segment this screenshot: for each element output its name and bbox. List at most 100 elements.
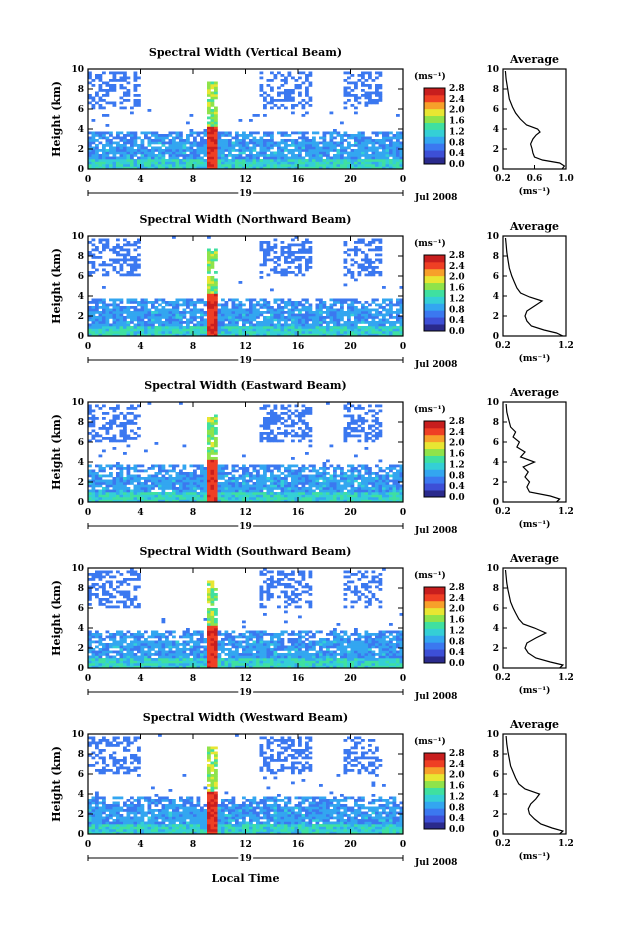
colorbar-tick-label: 1.6 bbox=[449, 782, 465, 792]
y-tick-label: 4 bbox=[78, 790, 84, 800]
colorbar-swatch bbox=[424, 455, 445, 463]
colorbar-tick-label: 1.2 bbox=[449, 294, 465, 304]
profile-x-tick-label: 1.2 bbox=[558, 673, 574, 683]
profile-line bbox=[504, 569, 565, 669]
y-tick-label: 0 bbox=[78, 664, 84, 674]
colorbar-swatch bbox=[424, 642, 445, 650]
profile-title: Average bbox=[509, 552, 559, 565]
colorbar-swatch bbox=[424, 136, 445, 144]
colorbar-tick-label: 1.6 bbox=[449, 117, 465, 127]
panel-title: Spectral Width (Northward Beam) bbox=[140, 213, 352, 226]
panel-title: Spectral Width (Vertical Beam) bbox=[149, 46, 342, 59]
x-tick-label: 20 bbox=[344, 674, 357, 684]
x-tick-label: 0 bbox=[400, 508, 406, 518]
profile-y-tick-label: 2 bbox=[493, 478, 499, 488]
average-profile: Average 0 2 4 6 8 10 0.2 1.2 (ms⁻¹) bbox=[486, 220, 573, 364]
x-tick-label: 0 bbox=[85, 175, 91, 185]
x-tick-label: 8 bbox=[190, 508, 196, 518]
profile-y-tick-label: 6 bbox=[493, 272, 499, 282]
colorbar-swatch bbox=[424, 773, 445, 782]
colorbar-unit: (ms⁻¹) bbox=[414, 736, 446, 747]
colorbar-swatch bbox=[424, 808, 445, 816]
y-tick-label: 0 bbox=[78, 830, 84, 840]
colorbar-swatch bbox=[424, 815, 445, 823]
profile-x-tick-label: 1.2 bbox=[558, 839, 574, 849]
y-tick-label: 4 bbox=[78, 624, 84, 634]
y-axis-label: Height (km) bbox=[50, 746, 63, 822]
colorbar-swatch bbox=[424, 275, 445, 284]
colorbar-tick-label: 1.2 bbox=[449, 626, 465, 636]
x-tick-label: 0 bbox=[85, 674, 91, 684]
colorbar-swatch bbox=[424, 421, 445, 429]
colorbar-tick-label: 0.0 bbox=[449, 659, 465, 669]
colorbar-swatch bbox=[424, 635, 445, 643]
panel-title: Spectral Width (Eastward Beam) bbox=[144, 379, 346, 392]
y-axis-label: Height (km) bbox=[50, 580, 63, 656]
colorbar-tick-label: 2.0 bbox=[449, 605, 465, 615]
colorbar-swatch bbox=[424, 108, 445, 117]
x-tick-label: 16 bbox=[292, 342, 305, 352]
colorbar-swatch bbox=[424, 427, 445, 436]
x-tick-label: 12 bbox=[239, 840, 252, 850]
date-label: Jul 2008 bbox=[414, 360, 457, 370]
colorbar-tick-label: 2.4 bbox=[449, 594, 465, 604]
date-label: Jul 2008 bbox=[414, 692, 457, 702]
profile-y-tick-label: 8 bbox=[493, 584, 499, 594]
colorbar-unit: (ms⁻¹) bbox=[414, 238, 446, 249]
colorbar-swatch bbox=[424, 122, 445, 130]
x-tick-label: 16 bbox=[292, 840, 305, 850]
colorbar-frame bbox=[423, 586, 446, 664]
profile-y-tick-label: 8 bbox=[493, 418, 499, 428]
colorbar-swatch bbox=[424, 780, 445, 788]
y-tick-label: 2 bbox=[78, 145, 84, 155]
profile-line bbox=[504, 237, 564, 337]
x-tick-label: 4 bbox=[137, 674, 143, 684]
colorbar-swatch bbox=[424, 462, 445, 470]
x-tick-label: 12 bbox=[239, 508, 252, 518]
profile-y-tick-label: 6 bbox=[493, 604, 499, 614]
y-tick-label: 8 bbox=[78, 418, 84, 428]
x-tick-label: 12 bbox=[239, 674, 252, 684]
day-label: 19 bbox=[239, 522, 252, 532]
profile-x-tick-label: 0.2 bbox=[495, 174, 511, 184]
profile-y-tick-label: 10 bbox=[486, 398, 499, 408]
colorbar: (ms⁻¹) 0.00.40.81.21.62.02.42.8 bbox=[414, 71, 465, 170]
profile-title: Average bbox=[509, 718, 559, 731]
day-label: 19 bbox=[239, 189, 252, 199]
profile-y-tick-label: 0 bbox=[493, 498, 499, 508]
colorbar-tick-label: 2.0 bbox=[449, 771, 465, 781]
colorbar-swatch bbox=[424, 759, 445, 768]
heatmap-cells bbox=[88, 734, 404, 835]
profile-y-tick-label: 10 bbox=[486, 730, 499, 740]
x-tick-label: 0 bbox=[400, 674, 406, 684]
colorbar: (ms⁻¹) 0.00.40.81.21.62.02.42.8 bbox=[414, 570, 465, 669]
colorbar-frame bbox=[423, 254, 446, 332]
y-axis-label: Height (km) bbox=[50, 81, 63, 157]
profile-y-tick-label: 6 bbox=[493, 105, 499, 115]
colorbar-tick-label: 0.8 bbox=[449, 138, 465, 148]
profile-y-tick-label: 6 bbox=[493, 770, 499, 780]
colorbar-swatch bbox=[424, 448, 445, 456]
profile-x-tick-label: 0.2 bbox=[495, 839, 511, 849]
day-label: 19 bbox=[239, 688, 252, 698]
y-tick-label: 2 bbox=[78, 810, 84, 820]
colorbar-swatch bbox=[424, 822, 445, 830]
profile-x-tick-label: 1.2 bbox=[558, 341, 574, 351]
profile-y-tick-label: 2 bbox=[493, 145, 499, 155]
date-label: Jul 2008 bbox=[414, 526, 457, 536]
colorbar-swatch bbox=[424, 753, 445, 761]
panel-2: Spectral Width (Northward Beam) 0 2 4 6 8 10 He… bbox=[50, 213, 574, 370]
average-profile: Average 0 2 4 6 8 10 0.2 1.2 (ms⁻¹) bbox=[486, 386, 573, 530]
profile-x-label: (ms⁻¹) bbox=[519, 519, 551, 530]
x-tick-label: 20 bbox=[344, 342, 357, 352]
colorbar-swatch bbox=[424, 476, 445, 484]
profile-title: Average bbox=[509, 220, 559, 233]
profile-x-tick-label: 0.2 bbox=[495, 341, 511, 351]
colorbar-swatch bbox=[424, 150, 445, 158]
y-tick-label: 10 bbox=[71, 65, 84, 75]
colorbar-tick-label: 0.8 bbox=[449, 803, 465, 813]
x-tick-label: 8 bbox=[190, 840, 196, 850]
profile-line bbox=[505, 403, 561, 503]
profile-y-tick-label: 10 bbox=[486, 232, 499, 242]
